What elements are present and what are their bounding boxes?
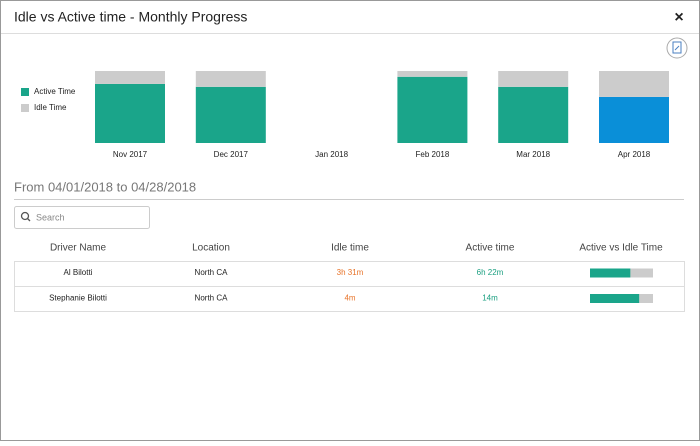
table-cell: North CA <box>195 268 229 277</box>
bar-segment <box>195 71 266 87</box>
column-header: Idle time <box>331 243 369 254</box>
table-cell: North CA <box>195 294 229 303</box>
progress-bar <box>590 268 631 278</box>
legend-label: Idle Time <box>34 103 67 112</box>
table-cell: 3h 31m <box>337 268 364 277</box>
search-placeholder: Search <box>36 212 65 222</box>
table-frame <box>14 261 685 312</box>
bar-segment <box>397 71 468 77</box>
column-header: Active vs Idle Time <box>579 243 663 254</box>
bar-segment <box>599 96 669 143</box>
bar-segment <box>95 71 165 84</box>
x-tick-label: Dec 2017 <box>214 150 249 159</box>
table-cell: Stephanie Bilotti <box>49 294 107 303</box>
x-tick-label: Mar 2018 <box>516 150 550 159</box>
x-tick-label: Jan 2018 <box>315 150 348 159</box>
close-button[interactable]: × <box>674 9 683 26</box>
legend-label: Active Time <box>34 87 76 96</box>
date-range: From 04/01/2018 to 04/28/2018 <box>14 179 196 194</box>
table-cell: 6h 22m <box>477 268 504 277</box>
column-header: Location <box>192 243 230 254</box>
legend-swatch <box>21 104 29 112</box>
export-button[interactable] <box>666 37 688 59</box>
bar-segment <box>498 71 569 87</box>
search-box[interactable]: Search <box>14 206 150 229</box>
progress-bar <box>590 294 640 303</box>
column-header: Active time <box>466 243 515 254</box>
bar-segment <box>95 83 165 143</box>
table-cell: 14m <box>482 294 498 303</box>
bar-segment <box>195 86 266 143</box>
bar-segment <box>498 86 569 143</box>
bar-segment <box>397 76 468 143</box>
dialog-title: Idle vs Active time - Monthly Progress <box>14 9 247 25</box>
bar-segment <box>599 71 669 97</box>
table-cell: 4m <box>344 294 355 303</box>
column-header: Driver Name <box>50 243 107 254</box>
x-tick-label: Feb 2018 <box>415 150 449 159</box>
x-tick-label: Apr 2018 <box>618 150 651 159</box>
table-cell: Al Bilotti <box>64 268 93 277</box>
x-tick-label: Nov 2017 <box>113 150 148 159</box>
legend-swatch <box>21 88 29 96</box>
